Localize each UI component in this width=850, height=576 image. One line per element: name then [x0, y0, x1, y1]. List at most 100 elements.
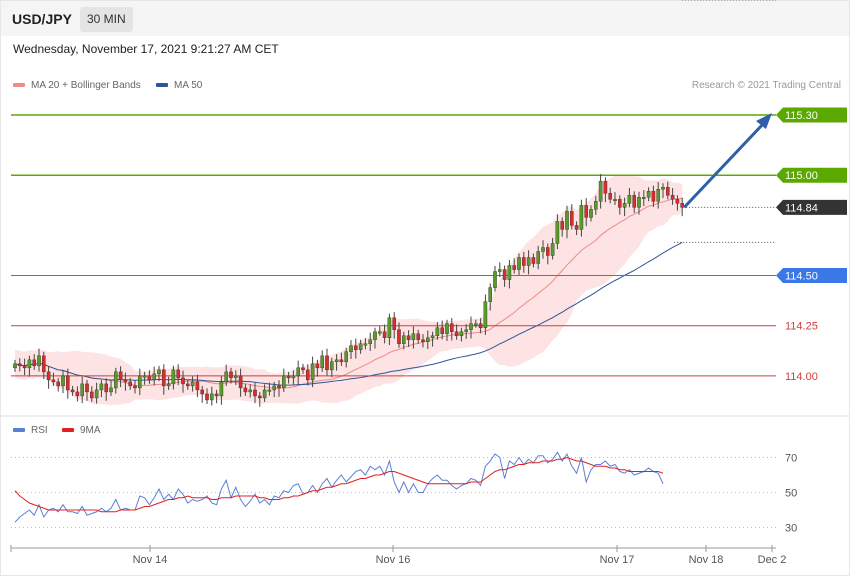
x-tick-label: Nov 18: [689, 554, 724, 566]
candle: [378, 326, 382, 336]
candle: [310, 356, 315, 388]
candle-body: [651, 191, 656, 202]
candle-body: [536, 251, 540, 264]
level-tag: [776, 167, 847, 183]
candle-body: [18, 363, 22, 367]
candle: [411, 326, 416, 349]
candle: [272, 381, 277, 398]
candle: [531, 253, 536, 268]
candle: [675, 195, 680, 211]
candle: [315, 359, 320, 377]
candle-body: [190, 381, 195, 387]
candle: [195, 374, 200, 398]
candle-body: [608, 193, 612, 200]
candle-body: [51, 379, 56, 383]
candle: [56, 377, 60, 392]
candle-body: [517, 257, 521, 270]
candle: [469, 316, 473, 339]
candle-body: [603, 181, 608, 194]
candle-body: [522, 257, 526, 266]
candle-body: [104, 383, 108, 393]
x-tick-label: Dec 2: [758, 554, 787, 566]
candle-body: [613, 199, 617, 202]
candle: [301, 363, 305, 374]
candle-body: [349, 345, 353, 352]
candle: [185, 379, 190, 390]
candle-body: [315, 363, 320, 369]
candle-body: [392, 317, 397, 330]
candle-body: [37, 355, 41, 367]
candle: [118, 366, 123, 388]
candle: [478, 318, 483, 334]
candle-body: [675, 199, 680, 204]
timeframe-badge[interactable]: 30 MIN: [80, 7, 133, 32]
candle-body: [330, 361, 334, 371]
candle: [123, 372, 128, 391]
candle-body: [435, 327, 440, 336]
candle-body: [627, 195, 632, 204]
candle-body: [402, 335, 406, 344]
candle-body: [267, 389, 272, 392]
candle-body: [454, 331, 459, 336]
candle: [37, 348, 41, 372]
candle: [517, 253, 521, 276]
candle: [637, 191, 641, 215]
candle: [109, 380, 113, 396]
candle: [89, 386, 94, 402]
candle: [133, 380, 137, 394]
candle-body: [46, 371, 51, 381]
candle-body: [579, 205, 584, 230]
candle-body: [507, 265, 512, 280]
candle-body: [502, 269, 507, 280]
candle-body: [75, 391, 80, 397]
candle: [589, 205, 593, 222]
candle-body: [426, 337, 430, 342]
rsi-tick-label: 50: [785, 488, 797, 500]
candle-body: [27, 359, 32, 369]
candle-body: [109, 387, 113, 393]
candle: [661, 183, 665, 199]
candle-body: [214, 393, 219, 397]
bollinger-band: [15, 175, 683, 406]
candle: [464, 324, 469, 339]
candle-body: [488, 287, 493, 302]
candle: [493, 265, 497, 292]
candle: [368, 332, 373, 351]
candle-body: [147, 375, 152, 381]
candle: [267, 382, 272, 396]
candle-body: [459, 331, 464, 336]
candle: [147, 370, 152, 384]
legend-bollinger-label: MA 20 + Bollinger Bands: [31, 80, 141, 91]
candle-body: [85, 383, 89, 393]
candle: [205, 388, 209, 404]
candle-body: [205, 393, 209, 401]
candle-body: [13, 363, 17, 369]
candle-body: [42, 355, 46, 373]
candle: [349, 340, 353, 360]
candle: [680, 197, 684, 217]
candle: [157, 365, 161, 382]
candle-body: [32, 359, 36, 367]
ma50-swatch: [156, 83, 168, 88]
candle-body: [574, 225, 579, 230]
candle-body: [166, 383, 171, 387]
candle: [190, 376, 195, 392]
candle-body: [646, 191, 651, 198]
candle-body: [406, 335, 411, 340]
candle: [651, 185, 656, 207]
candle: [248, 384, 253, 398]
candle-body: [546, 247, 550, 256]
candle: [574, 221, 579, 236]
candle-body: [339, 359, 344, 363]
candle-body: [157, 369, 161, 375]
candle-body: [61, 375, 65, 387]
candle: [166, 376, 171, 390]
candle-body: [301, 367, 305, 371]
candle: [440, 320, 445, 340]
candle: [238, 368, 243, 397]
candle-body: [598, 181, 603, 202]
candle-body: [661, 187, 665, 190]
candle: [51, 372, 56, 386]
candle: [229, 367, 233, 384]
candle: [161, 364, 166, 395]
